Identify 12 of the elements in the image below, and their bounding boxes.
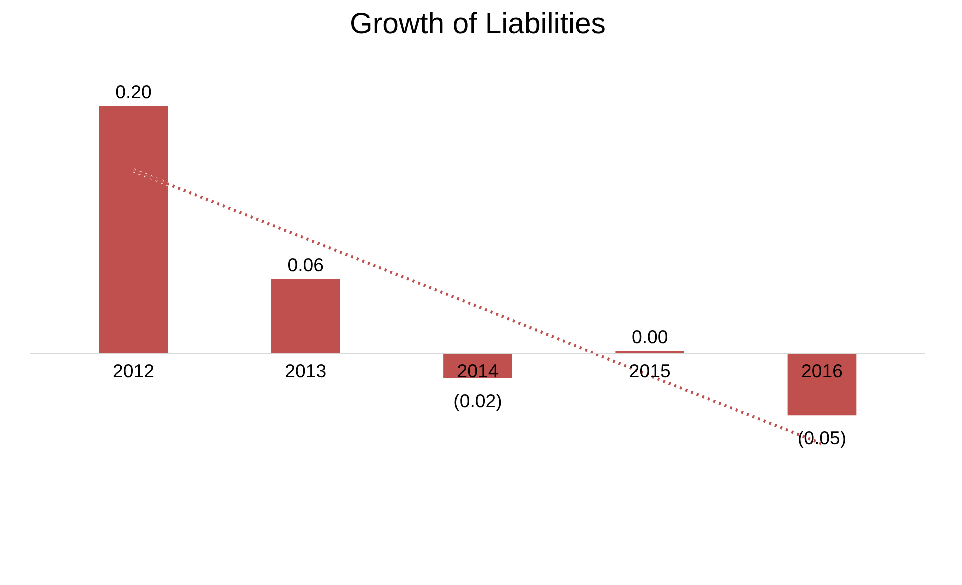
data-label: (0.05) (798, 428, 847, 449)
chart-title: Growth of Liabilities (350, 8, 606, 40)
bar (788, 354, 857, 416)
data-label: 0.06 (288, 254, 324, 276)
data-label: (0.02) (454, 390, 502, 412)
x-tick-label: 2013 (285, 360, 327, 382)
data-label: 0.00 (632, 326, 668, 348)
x-tick-label: 2012 (113, 360, 155, 382)
bar (271, 280, 340, 354)
data-label: 0.20 (116, 81, 152, 102)
x-tick-label: 2016 (801, 360, 843, 382)
x-tick-label: 2014 (457, 360, 499, 382)
